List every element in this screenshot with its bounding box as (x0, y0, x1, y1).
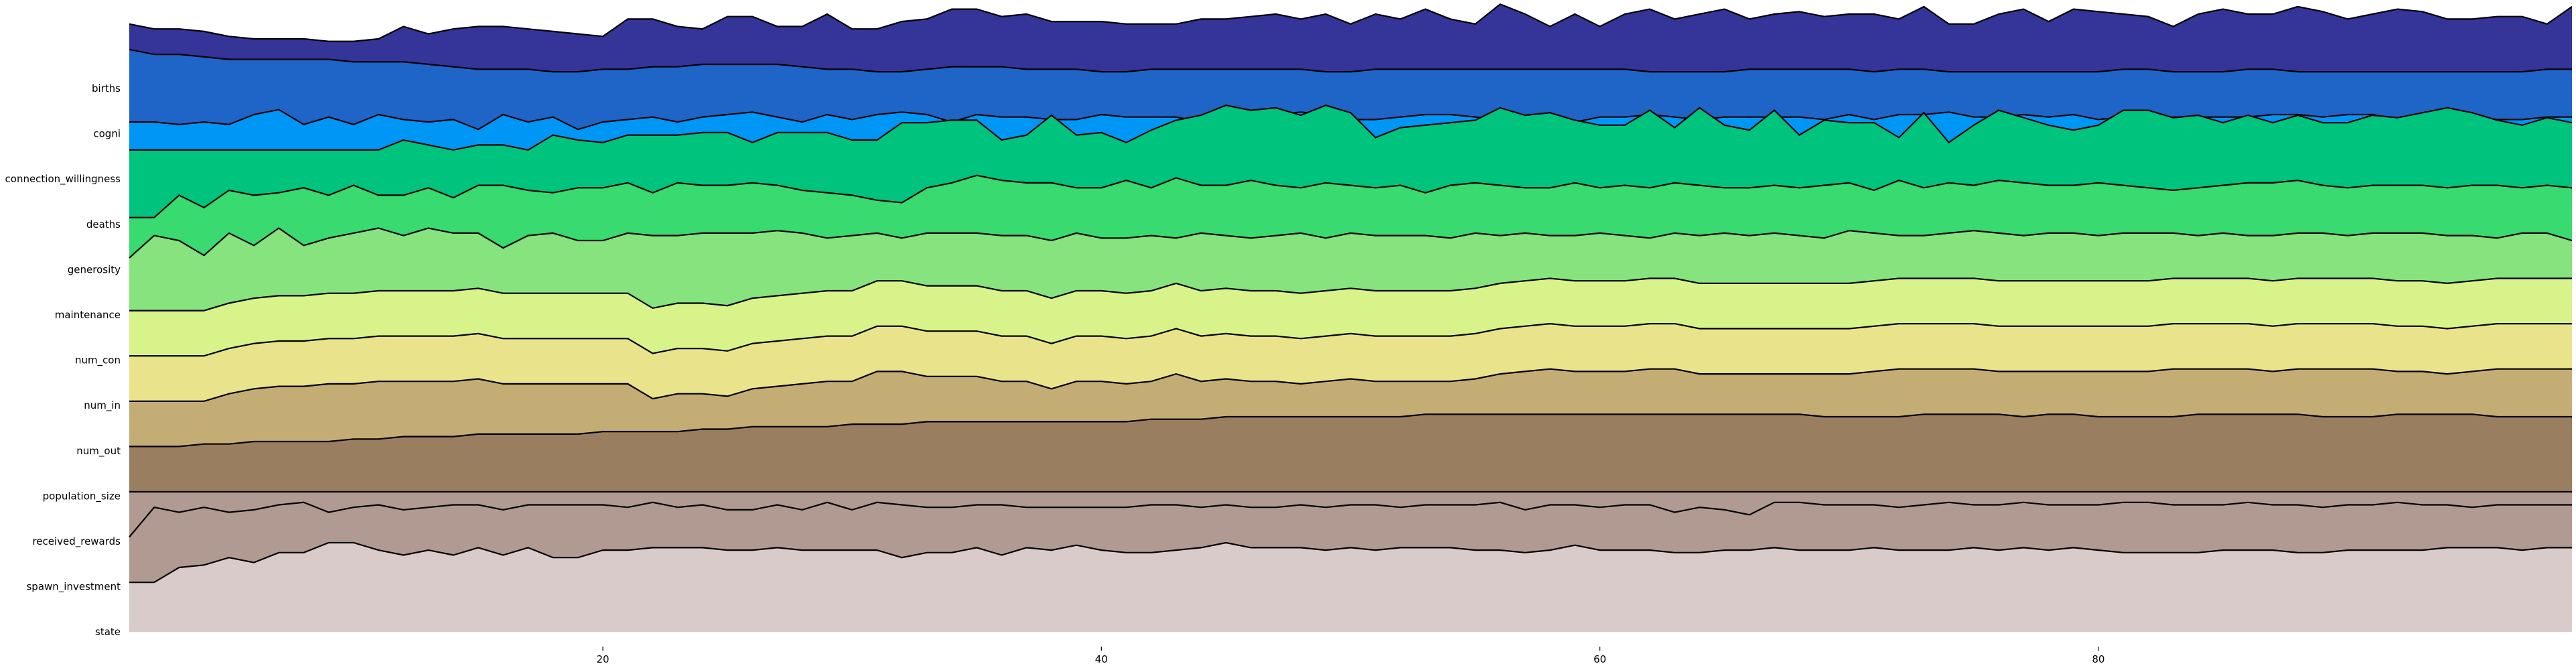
ridge-line-generosity (129, 174, 2573, 218)
row-label-num-out: num_out (76, 445, 121, 458)
x-tick-label-60: 60 (1593, 653, 1606, 665)
ridge-line-spawn-investment (129, 501, 2572, 538)
x-axis: 20 40 60 80 (597, 647, 2104, 665)
row-label-num-in: num_in (84, 399, 121, 412)
ridge-line-maintenance (129, 227, 2573, 259)
row-label-births: births (92, 82, 121, 94)
row-label-connection-willingness: connection_willingness (5, 173, 121, 186)
x-tick-label-20: 20 (597, 653, 610, 665)
ridge-line-deaths (129, 105, 2573, 151)
ridges-layer (129, 3, 2573, 632)
x-tick-label-40: 40 (1095, 653, 1108, 665)
ridge-line-num-out (129, 368, 2572, 402)
ridge-line-cogni (129, 48, 2572, 73)
ridge-line-num-con (129, 277, 2572, 312)
row-label-spawn-investment: spawn_investment (26, 581, 121, 594)
row-label-received-rewards: received_rewards (32, 535, 121, 548)
ridge-area-population-size (129, 414, 2572, 496)
ridge-line-population-size (129, 413, 2572, 448)
ridge-line-state (129, 541, 2572, 584)
row-label-generosity: generosity (68, 263, 121, 275)
row-label-num-con: num_con (75, 354, 121, 367)
row-label-cogni: cogni (93, 128, 121, 140)
ridge-line-num-in (129, 322, 2572, 357)
row-label-state: state (95, 626, 121, 638)
row-label-population-size: population_size (43, 490, 121, 503)
x-tick-label-80: 80 (2092, 653, 2104, 665)
row-label-maintenance: maintenance (55, 309, 121, 321)
ridge-line-births (129, 3, 2573, 42)
row-label-deaths: deaths (86, 218, 121, 230)
ridge-area-state (129, 543, 2572, 632)
